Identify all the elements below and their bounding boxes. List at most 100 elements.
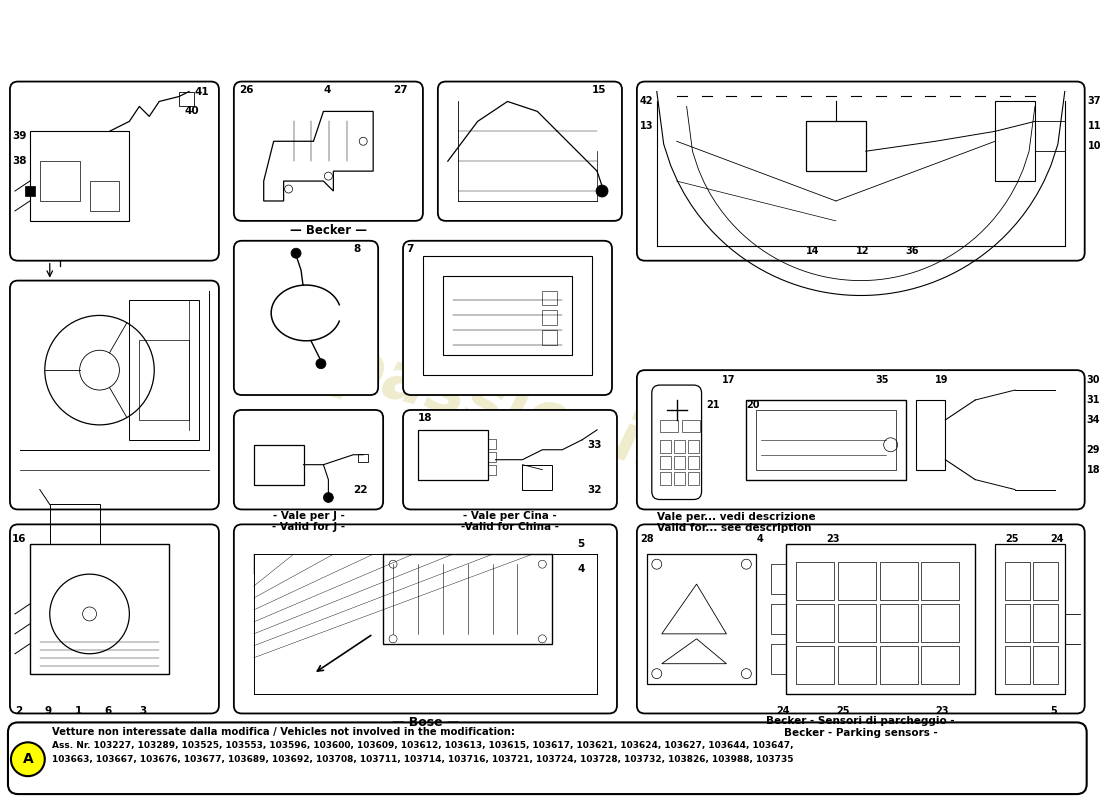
Bar xyxy=(673,456,684,469)
Bar xyxy=(1005,604,1030,642)
Text: 21: 21 xyxy=(706,400,721,410)
Bar xyxy=(880,646,917,684)
Bar xyxy=(383,554,552,644)
Bar xyxy=(922,646,959,684)
Text: passioninfo: passioninfo xyxy=(330,332,764,508)
Bar xyxy=(838,646,876,684)
Text: 33: 33 xyxy=(587,440,602,450)
Bar xyxy=(89,181,120,211)
Bar xyxy=(130,301,199,440)
Bar xyxy=(140,340,189,420)
Bar xyxy=(1005,646,1030,684)
Bar xyxy=(786,544,976,694)
FancyBboxPatch shape xyxy=(234,410,383,510)
Text: — Bose —: — Bose — xyxy=(392,717,459,730)
Bar xyxy=(673,440,684,453)
Text: 39: 39 xyxy=(12,131,26,142)
Circle shape xyxy=(11,742,45,776)
Text: 12: 12 xyxy=(856,246,869,256)
FancyBboxPatch shape xyxy=(8,722,1087,794)
Text: 20: 20 xyxy=(746,400,760,410)
Bar xyxy=(422,256,592,375)
Bar xyxy=(40,161,79,201)
Text: 23: 23 xyxy=(935,706,949,715)
Text: 24: 24 xyxy=(777,706,790,715)
Text: 19: 19 xyxy=(935,375,949,385)
Bar xyxy=(418,430,487,480)
Text: A: A xyxy=(22,752,33,766)
Bar xyxy=(1033,562,1058,600)
Circle shape xyxy=(323,493,333,502)
Bar xyxy=(682,420,700,432)
Text: 28: 28 xyxy=(640,534,653,544)
Circle shape xyxy=(292,248,301,258)
Bar xyxy=(660,420,678,432)
Bar xyxy=(688,472,698,485)
Bar xyxy=(30,131,130,221)
Text: 4: 4 xyxy=(757,534,763,544)
Bar xyxy=(660,472,671,485)
Text: 14: 14 xyxy=(806,246,820,256)
Bar xyxy=(880,604,917,642)
Bar xyxy=(660,440,671,453)
Text: 26: 26 xyxy=(239,85,253,94)
Bar xyxy=(996,544,1065,694)
Text: Vale per... vedi descrizione: Vale per... vedi descrizione xyxy=(657,513,815,522)
Text: 2: 2 xyxy=(15,706,22,715)
Text: 7: 7 xyxy=(406,244,414,254)
Text: Becker - Parking sensors -: Becker - Parking sensors - xyxy=(784,728,937,738)
Text: 10: 10 xyxy=(1088,142,1100,151)
Bar xyxy=(688,440,698,453)
Text: 11: 11 xyxy=(1088,122,1100,131)
Bar xyxy=(915,400,945,470)
Text: 3: 3 xyxy=(140,706,146,715)
Bar xyxy=(996,102,1035,181)
Text: 6: 6 xyxy=(104,706,112,715)
FancyBboxPatch shape xyxy=(637,370,1085,510)
Text: 25: 25 xyxy=(836,706,849,715)
Text: 38: 38 xyxy=(12,156,26,166)
Bar xyxy=(838,562,876,600)
Bar xyxy=(487,465,496,474)
FancyBboxPatch shape xyxy=(438,82,622,221)
Text: 23: 23 xyxy=(826,534,839,544)
Bar xyxy=(880,562,917,600)
FancyBboxPatch shape xyxy=(234,524,617,714)
Bar xyxy=(673,472,684,485)
Text: 36: 36 xyxy=(905,246,920,256)
FancyBboxPatch shape xyxy=(10,281,219,510)
Text: 32: 32 xyxy=(587,485,602,494)
Text: 30: 30 xyxy=(1087,375,1100,385)
Bar xyxy=(771,564,786,594)
Text: - Vale per Cina -: - Vale per Cina - xyxy=(463,511,557,522)
FancyBboxPatch shape xyxy=(637,524,1085,714)
Bar xyxy=(1033,604,1058,642)
Text: Ass. Nr. 103227, 103289, 103525, 103553, 103596, 103600, 103609, 103612, 103613,: Ass. Nr. 103227, 103289, 103525, 103553,… xyxy=(52,742,793,750)
Text: 9: 9 xyxy=(45,706,52,715)
Text: 40: 40 xyxy=(184,106,199,117)
Text: 34: 34 xyxy=(1087,415,1100,425)
FancyBboxPatch shape xyxy=(234,82,422,221)
Bar xyxy=(757,410,895,470)
Text: 37: 37 xyxy=(1088,97,1100,106)
Bar xyxy=(179,91,194,106)
Text: 22: 22 xyxy=(353,485,367,494)
Text: 25: 25 xyxy=(1005,534,1019,544)
Text: - Vale per J -: - Vale per J - xyxy=(273,511,344,522)
Text: 5: 5 xyxy=(578,539,584,550)
Text: 31: 31 xyxy=(1087,395,1100,405)
Bar xyxy=(660,456,671,469)
Text: 5: 5 xyxy=(1049,706,1057,715)
Circle shape xyxy=(596,185,608,197)
Text: 29: 29 xyxy=(1087,445,1100,454)
Text: Valid for... see description: Valid for... see description xyxy=(657,523,812,534)
Bar xyxy=(647,554,757,684)
Text: — Becker —: — Becker — xyxy=(290,224,367,237)
Text: 41: 41 xyxy=(194,86,209,97)
Bar xyxy=(688,456,698,469)
Text: 18: 18 xyxy=(1087,465,1100,474)
Bar xyxy=(771,644,786,674)
Text: -Valid for China -: -Valid for China - xyxy=(461,522,559,533)
Bar xyxy=(542,330,558,346)
Bar xyxy=(806,122,866,171)
